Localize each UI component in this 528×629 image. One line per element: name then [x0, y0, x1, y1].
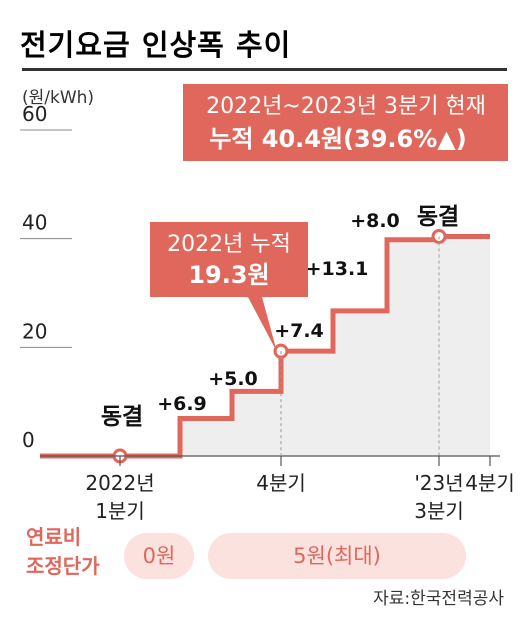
callout-total: 2022년~2023년 3분기 현재 누적 40.4원(39.6%▲) — [183, 84, 508, 161]
y-tick-label: 40 — [22, 211, 47, 235]
callout-2022-line2: 19.3원 — [188, 261, 269, 289]
fuel-pill-max — [208, 533, 466, 579]
x-tick-label: 4분기 — [465, 471, 515, 495]
x-tick-label: 2022년 — [85, 471, 154, 495]
data-labels: 동결 +6.9+5.0 +7.4 +13.1 +8.0 동결 — [101, 204, 459, 464]
y-tick-label: 0 — [22, 428, 35, 452]
fuel-pill-zero — [124, 533, 194, 579]
y-tick-label: 20 — [22, 319, 47, 343]
callout-total-line1: 2022년~2023년 3분기 현재 — [206, 94, 486, 119]
data-label: +5.0 — [208, 368, 258, 390]
grid: 60 40 20 0 — [20, 102, 72, 452]
data-label: +7.4 — [274, 320, 324, 342]
fuel-pill-max-text: 5원(최대) — [293, 544, 381, 568]
chart-title: 전기요금 인상폭 추이 — [20, 28, 291, 62]
fuel-label-line1: 연료비 — [26, 525, 81, 549]
callout-total-line2: 누적 40.4원(39.6%▲) — [209, 125, 466, 153]
callout-2022-line1: 2022년 누적 — [167, 232, 291, 257]
x-tick-label: 3분기 — [414, 499, 464, 523]
y-tick-label: 60 — [22, 102, 47, 126]
callout-2022: 2022년 누적 19.3원 — [150, 222, 308, 352]
data-label: 동결 — [417, 204, 459, 230]
data-label: 동결 — [101, 404, 143, 430]
callout-total-arrow: ▲ — [437, 125, 456, 153]
callout-2022-pointer — [248, 297, 277, 352]
data-label: +13.1 — [306, 258, 369, 280]
fuel-label-line2: 조정단가 — [26, 554, 100, 578]
fuel-pill-zero-text: 0원 — [143, 544, 176, 568]
y-axis-unit: (원/kWh) — [22, 88, 94, 108]
fuel-cost-row: 연료비 조정단가 0원 5원(최대) — [26, 525, 466, 579]
title-rule — [22, 68, 507, 71]
source-note: 자료:한국전력공사 — [373, 589, 504, 609]
x-tick-label: 1분기 — [95, 499, 145, 523]
callout-total-box — [183, 84, 508, 161]
x-tick-label: '23년 — [414, 471, 463, 495]
callout-total-main: 누적 40.4원(39.6% — [209, 125, 437, 153]
data-label: +8.0 — [350, 210, 400, 232]
callout-2022-box — [150, 222, 308, 297]
x-tick-label: 4분기 — [256, 471, 306, 495]
callout-total-close: ) — [456, 125, 467, 153]
data-label: +6.9 — [157, 393, 207, 415]
